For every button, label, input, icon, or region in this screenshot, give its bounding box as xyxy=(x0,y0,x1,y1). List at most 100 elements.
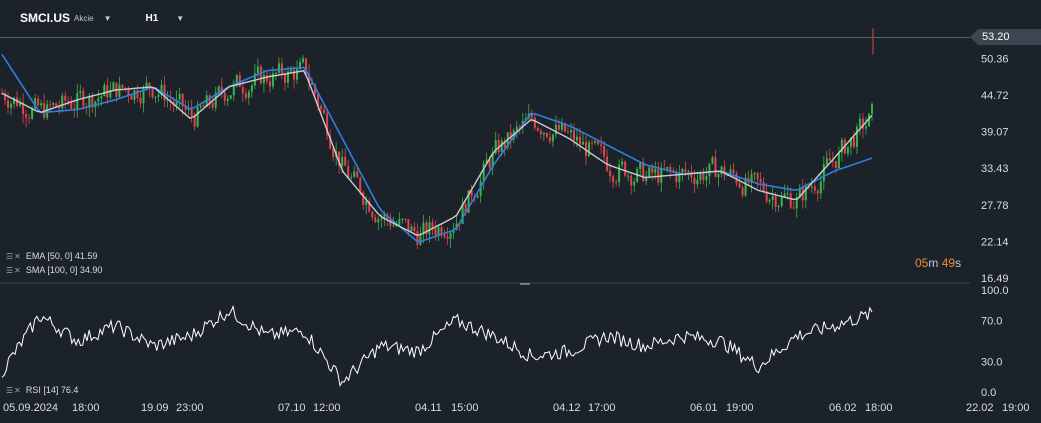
price-axis-label: 16.49 xyxy=(981,273,1009,285)
settings-menu-icon[interactable]: ☰✕ xyxy=(6,385,22,395)
candle-body xyxy=(148,82,151,89)
candle-body xyxy=(642,162,645,182)
candle-body xyxy=(479,181,482,197)
candle-body xyxy=(720,166,723,175)
candle-body xyxy=(672,170,675,172)
candle-body xyxy=(669,166,672,171)
candle-body xyxy=(440,227,443,235)
candle-body xyxy=(202,105,205,107)
candle-body xyxy=(446,236,449,239)
candle-body xyxy=(317,93,320,106)
candle-body xyxy=(256,66,259,74)
candle-body xyxy=(329,135,332,149)
candle-body xyxy=(597,141,600,145)
candle-body xyxy=(67,100,70,104)
time-axis-label: 15:00 xyxy=(451,402,479,414)
sma-line xyxy=(1,70,873,237)
symbol-dropdown-icon[interactable]: ▼ xyxy=(103,13,112,23)
candle-body xyxy=(407,219,410,232)
countdown-seconds-unit: s xyxy=(955,256,962,270)
rsi-axis: 100.0 70.0 30.0 0.0 xyxy=(981,285,1009,399)
candle-body xyxy=(801,188,804,201)
candle-body xyxy=(262,74,265,84)
candle-body xyxy=(31,108,34,119)
candle-body xyxy=(293,69,296,80)
symbol-name[interactable]: SMCI.US xyxy=(20,11,71,25)
candle-body xyxy=(136,90,139,99)
candle-body xyxy=(738,183,741,188)
candle-body xyxy=(548,136,551,142)
candle-body xyxy=(226,98,229,101)
candle-body xyxy=(323,109,326,114)
candle-body xyxy=(726,175,729,177)
time-axis-label: 22.02 xyxy=(966,402,994,414)
candle-body xyxy=(684,169,687,172)
candle-body xyxy=(687,171,690,173)
candle-body xyxy=(783,193,786,197)
candle-body xyxy=(311,82,314,85)
time-axis-label: 05.09.2024 xyxy=(3,402,58,414)
candle-body xyxy=(413,226,416,232)
candle-body xyxy=(485,159,488,164)
candle-body xyxy=(618,164,621,183)
candle-body xyxy=(461,203,464,224)
candle-body xyxy=(244,93,247,98)
candle-body xyxy=(124,87,127,89)
candle-body xyxy=(518,126,521,128)
candle-body xyxy=(253,73,256,86)
candle-body xyxy=(455,223,458,230)
time-axis-label: 19:00 xyxy=(1002,402,1030,414)
candle-body xyxy=(299,61,302,70)
candle-body xyxy=(864,126,867,129)
candle-body xyxy=(858,118,861,128)
rsi-line xyxy=(1,304,873,388)
candle-body xyxy=(64,95,67,101)
candle-body xyxy=(741,187,744,196)
candle-body xyxy=(557,124,560,130)
candle-body xyxy=(139,98,142,104)
candle-body xyxy=(645,176,648,182)
candle-body xyxy=(308,73,311,83)
time-axis: 05.09.2024 18:00 19.09 23:00 07.10 12:00 04.11… xyxy=(3,402,1030,414)
candle-body xyxy=(410,226,413,232)
candle-countdown: 05m 49s xyxy=(915,256,961,270)
candle-body xyxy=(371,211,374,218)
candle-body xyxy=(13,97,16,104)
ema-legend[interactable]: ☰✕ EMA [50, 0] 41.59 xyxy=(6,251,97,261)
candle-body xyxy=(615,181,618,183)
timeframe-dropdown-icon[interactable]: ▼ xyxy=(176,13,185,23)
candle-body xyxy=(55,103,58,107)
sma-legend-label: SMA [100, 0] 34.90 xyxy=(25,265,103,275)
candle-body xyxy=(178,93,181,100)
candle-body xyxy=(780,196,783,206)
settings-menu-icon[interactable]: ☰✕ xyxy=(6,265,22,275)
time-axis-label: 19:00 xyxy=(726,402,754,414)
candle-body xyxy=(819,181,822,194)
candle-body xyxy=(160,84,163,95)
candle-body xyxy=(121,84,124,88)
candle-body xyxy=(428,222,431,235)
candle-body xyxy=(344,156,347,166)
candle-body xyxy=(79,90,82,93)
countdown-minutes-unit: m xyxy=(928,256,939,270)
rsi-axis-label: 100.0 xyxy=(981,285,1009,297)
candle-body xyxy=(305,58,308,74)
candle-body xyxy=(554,124,557,135)
candle-body xyxy=(338,151,341,166)
sma-legend[interactable]: ☰✕ SMA [100, 0] 34.90 xyxy=(6,265,102,275)
price-axis-label: 44.72 xyxy=(981,90,1009,102)
rsi-axis-label: 30.0 xyxy=(981,356,1002,368)
time-axis-label: 19.09 xyxy=(141,402,169,414)
time-axis-label: 06.02 xyxy=(829,402,857,414)
settings-menu-icon[interactable]: ☰✕ xyxy=(6,251,22,261)
candle-body xyxy=(813,186,816,191)
candle-body xyxy=(404,218,407,220)
candle-body xyxy=(771,196,774,201)
candle-body xyxy=(142,88,145,104)
rsi-legend[interactable]: ☰✕ RSI [14] 76.4 xyxy=(6,385,78,395)
candle-body xyxy=(437,227,440,235)
timeframe-label[interactable]: H1 xyxy=(145,12,159,24)
candle-body xyxy=(654,168,657,173)
candle-body xyxy=(61,95,64,109)
